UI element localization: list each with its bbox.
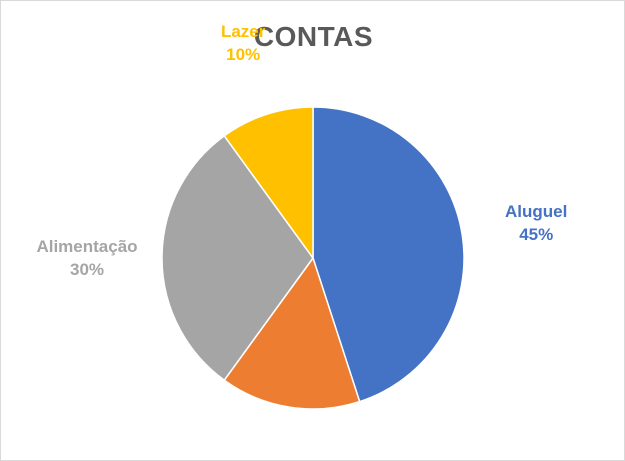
data-label-value: 45% (519, 224, 554, 244)
data-label-category: Aluguel (505, 201, 568, 221)
chart-title: CONTAS (253, 21, 374, 52)
data-label-category: Lazer (220, 22, 266, 42)
pie-slice-energia-e-agua (223, 256, 361, 410)
pie-slice-lazer (223, 106, 314, 261)
pie-slice-aluguel (312, 106, 465, 403)
data-label-aluguel: Aluguel 45% (505, 200, 567, 246)
pie-slice-alimentacao (161, 134, 314, 382)
data-label-lazer: Lazer 10% (221, 20, 265, 66)
data-label-value: 30% (69, 260, 105, 279)
data-label-category: Alimentação (36, 237, 138, 256)
data-label-value: 10% (226, 45, 261, 65)
data-label-alimentacao: Alimentação 30% (36, 235, 137, 281)
